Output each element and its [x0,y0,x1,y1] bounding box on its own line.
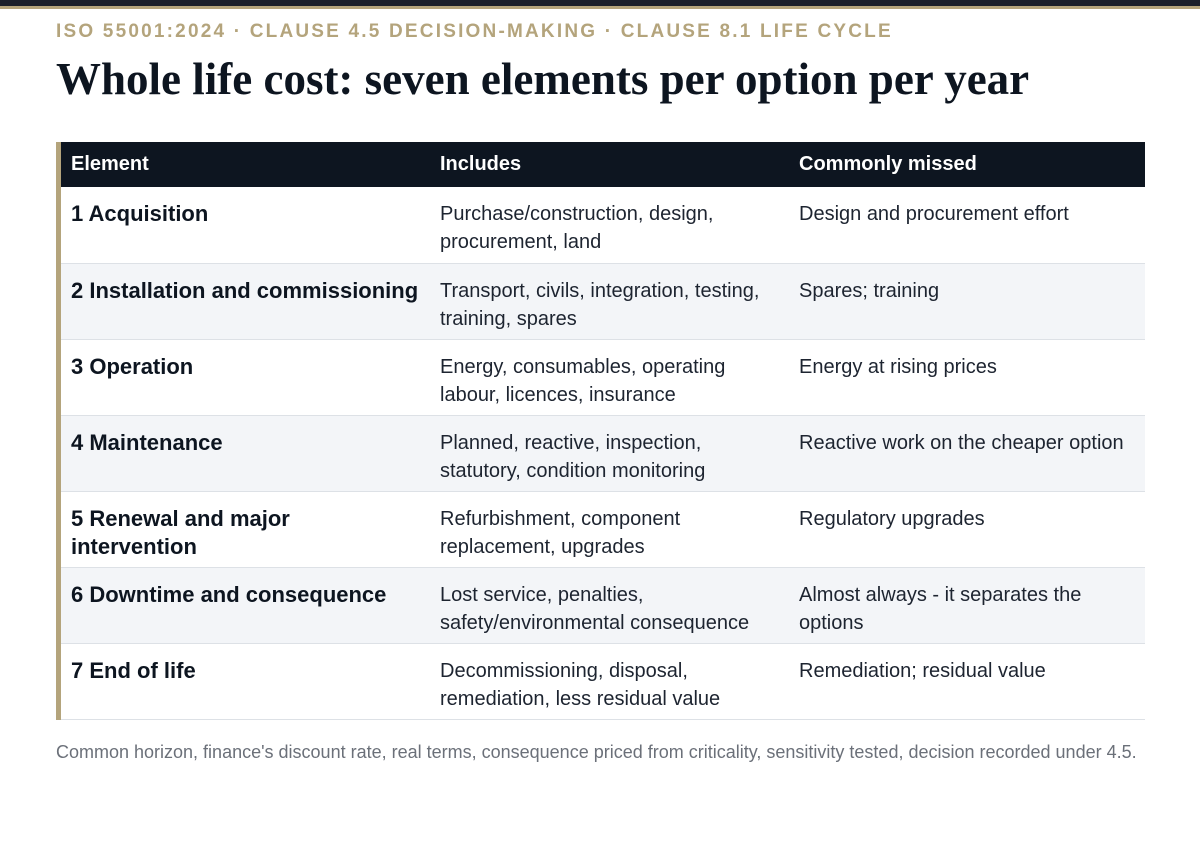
table-row: 4 Maintenance Planned, reactive, inspect… [61,415,1145,492]
element-cell: 1 Acquisition [61,187,430,264]
kicker: ISO 55001:2024 · CLAUSE 4.5 DECISION-MAK… [56,21,893,42]
top-rule [0,0,1200,6]
includes-cell: Transport, civils, integration, testing,… [430,263,789,340]
includes-cell: Refurbishment, component replacement, up… [430,491,789,568]
missed-cell: Remediation; residual value [789,643,1145,720]
page-title: Whole life cost: seven elements per opti… [56,54,1030,104]
column-header-commonly-missed: Commonly missed [789,142,1145,187]
missed-cell: Spares; training [789,263,1145,340]
table-row: 5 Renewal and major intervention Refurbi… [61,491,1145,568]
top-rule-accent [0,6,1200,9]
table-row: 3 Operation Energy, consumables, operati… [61,339,1145,416]
table-row: 7 End of life Decommissioning, disposal,… [61,643,1145,720]
column-header-element: Element [61,142,430,187]
includes-cell: Energy, consumables, operating labour, l… [430,339,789,416]
includes-cell: Planned, reactive, inspection, statutory… [430,415,789,492]
element-cell: 5 Renewal and major intervention [61,491,430,568]
table-header-row: Element Includes Commonly missed [61,142,1145,187]
table-row: 1 Acquisition Purchase/construction, des… [61,187,1145,264]
includes-cell: Purchase/construction, design, procureme… [430,187,789,264]
cost-elements-table: Element Includes Commonly missed 1 Acqui… [56,142,1145,720]
includes-cell: Lost service, penalties, safety/environm… [430,567,789,644]
includes-cell: Decommissioning, disposal, remediation, … [430,643,789,720]
table-row: 2 Installation and commissioning Transpo… [61,263,1145,340]
column-header-includes: Includes [430,142,789,187]
missed-cell: Energy at rising prices [789,339,1145,416]
element-cell: 4 Maintenance [61,415,430,492]
element-cell: 6 Downtime and consequence [61,567,430,644]
missed-cell: Design and procurement effort [789,187,1145,264]
element-cell: 2 Installation and commissioning [61,263,430,340]
element-cell: 7 End of life [61,643,430,720]
missed-cell: Reactive work on the cheaper option [789,415,1145,492]
missed-cell: Regulatory upgrades [789,491,1145,568]
footnote: Common horizon, finance's discount rate,… [56,742,1137,762]
element-cell: 3 Operation [61,339,430,416]
table-row: 6 Downtime and consequence Lost service,… [61,567,1145,644]
missed-cell: Almost always - it separates the options [789,567,1145,644]
